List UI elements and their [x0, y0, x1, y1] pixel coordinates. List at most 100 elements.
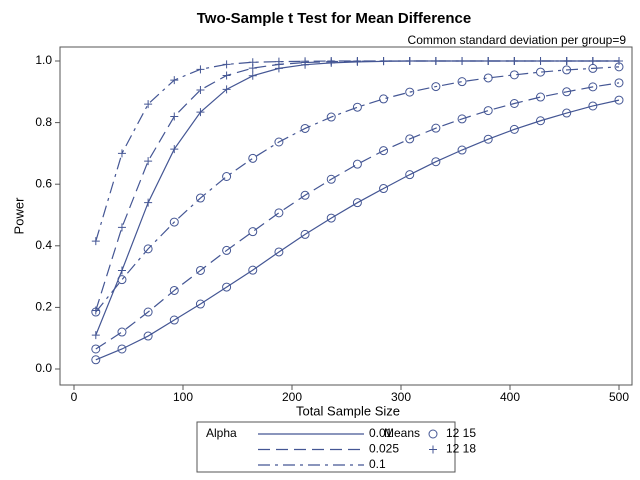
marker [195, 265, 205, 275]
marker [562, 108, 572, 118]
series-line [95, 66, 620, 313]
marker [352, 102, 362, 112]
marker [301, 57, 310, 66]
legend-label: 0.025 [369, 442, 399, 456]
x-tick-label: 400 [500, 390, 520, 404]
marker [483, 106, 493, 116]
marker [143, 307, 153, 317]
legend-title: Alpha [206, 426, 237, 440]
marker [195, 193, 205, 203]
marker [379, 57, 388, 65]
marker [248, 58, 257, 67]
marker [405, 57, 414, 65]
marker [509, 70, 519, 80]
marker [91, 344, 101, 354]
marker [509, 99, 519, 109]
marker [588, 82, 598, 92]
series-line [95, 99, 620, 361]
marker [274, 208, 284, 218]
marker [170, 145, 179, 154]
marker [248, 71, 257, 80]
marker [326, 213, 336, 223]
marker [536, 116, 546, 126]
marker [248, 227, 258, 237]
marker [352, 159, 362, 169]
marker [196, 108, 205, 117]
marker [431, 123, 441, 133]
marker [144, 198, 153, 207]
marker [117, 266, 126, 275]
marker [431, 157, 441, 167]
legend-label: 12 18 [446, 442, 476, 456]
marker [222, 60, 231, 69]
marker [144, 100, 153, 109]
legend-label: 0.01 [369, 426, 393, 440]
marker [117, 149, 126, 158]
x-tick-label: 300 [391, 390, 411, 404]
marker [222, 71, 231, 80]
marker [170, 112, 179, 121]
marker [457, 114, 467, 124]
marker [457, 145, 467, 155]
y-axis-label: Power [11, 197, 26, 235]
marker [379, 146, 389, 156]
marker [117, 327, 127, 337]
marker [562, 87, 572, 97]
legend-label: 12 15 [446, 426, 476, 440]
x-tick-label: 100 [173, 390, 193, 404]
marker [274, 57, 283, 66]
marker [405, 87, 415, 97]
marker [510, 57, 519, 65]
marker [615, 57, 623, 65]
marker [326, 112, 336, 122]
marker [117, 344, 127, 354]
marker [169, 217, 179, 227]
marker [222, 85, 231, 94]
x-tick-label: 200 [282, 390, 302, 404]
marker [144, 157, 153, 166]
x-tick-label: 0 [71, 390, 78, 404]
y-tick-label: 0.0 [35, 361, 52, 375]
marker [353, 57, 362, 65]
marker [196, 65, 205, 74]
marker [536, 67, 546, 77]
marker [405, 134, 415, 144]
chart-title: Two-Sample t Test for Mean Difference [197, 10, 472, 27]
marker [222, 172, 232, 181]
marker [536, 57, 545, 65]
y-tick-label: 0.2 [35, 300, 52, 314]
marker [248, 153, 258, 163]
marker [195, 299, 205, 309]
marker [458, 57, 467, 65]
y-tick-label: 0.4 [35, 238, 52, 252]
y-tick-label: 0.6 [35, 176, 52, 190]
marker [405, 170, 415, 180]
marker [117, 223, 126, 232]
marker [379, 94, 389, 104]
marker [484, 57, 493, 65]
x-tick-label: 500 [609, 390, 629, 404]
marker [509, 124, 519, 134]
marker [196, 85, 205, 94]
marker [170, 76, 179, 85]
marker [327, 57, 336, 65]
marker [300, 229, 310, 239]
marker [588, 57, 597, 65]
marker [91, 331, 100, 340]
marker [169, 285, 179, 295]
marker [300, 123, 310, 133]
marker [91, 355, 101, 365]
y-tick-label: 1.0 [35, 53, 52, 67]
marker [483, 134, 493, 144]
marker [429, 445, 437, 454]
marker [222, 282, 232, 292]
chart-subtitle: Common standard deviation per group=9 [408, 33, 627, 47]
y-tick-label: 0.8 [35, 115, 52, 129]
legend-box [196, 421, 456, 473]
marker [300, 190, 310, 200]
marker [274, 137, 284, 147]
marker [248, 265, 258, 275]
marker [562, 65, 572, 75]
